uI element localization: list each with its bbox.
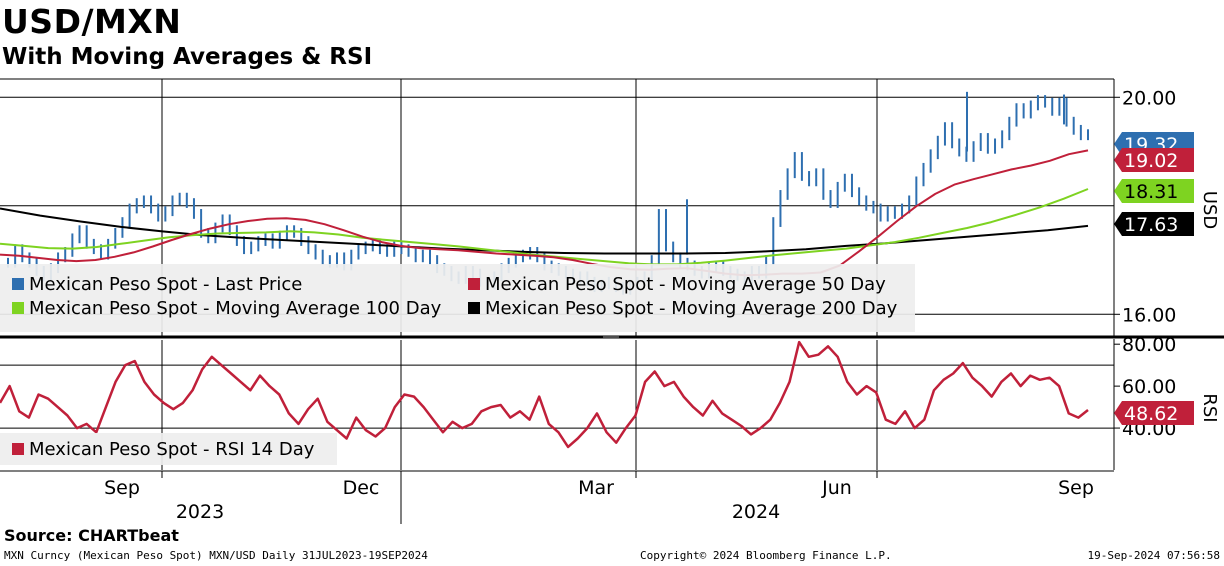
x-tick-month-label: Sep (1058, 477, 1094, 499)
legend-entry-label: Mexican Peso Spot - Moving Average 50 Da… (485, 274, 886, 295)
x-tick-month-label: Mar (578, 477, 614, 499)
footer-timestamp: 19-Sep-2024 07:56:58 (1087, 549, 1220, 562)
price-last-value-tag-bg (1114, 212, 1194, 236)
chart-subtitle: With Moving Averages & RSI (2, 44, 373, 70)
legend-entry-label: Mexican Peso Spot - RSI 14 Day (29, 439, 315, 460)
legend-swatch (468, 278, 480, 290)
x-year-label: 2024 (732, 501, 780, 523)
rsi-legend: Mexican Peso Spot - RSI 14 Day (0, 433, 337, 465)
legend-swatch (12, 443, 24, 455)
price-last-value-tag-text: 18.31 (1124, 181, 1178, 203)
price-last-value-tag-text: 19.02 (1124, 150, 1178, 172)
x-tick-month-label: Dec (343, 477, 380, 499)
price-last-value-tag-text: 17.63 (1124, 214, 1178, 236)
legend-entry-label: Mexican Peso Spot - Moving Average 200 D… (485, 298, 898, 319)
x-tick-month-label: Sep (104, 477, 140, 499)
price-last-value-tag: 19.02 (1114, 148, 1194, 172)
rsi-last-value-tag-text: 48.62 (1124, 403, 1178, 425)
legend-entry-label: Mexican Peso Spot - Moving Average 100 D… (29, 298, 442, 319)
x-tick-month-label: Jun (821, 477, 852, 499)
legend-swatch (12, 302, 24, 314)
source-note: Source: CHARTbeat (4, 526, 179, 545)
rsi-ytick-label: 80.00 (1122, 334, 1176, 356)
rsi-last-value-label: 48.62 (1114, 401, 1194, 425)
rsi-last-value-tag-bg (1114, 401, 1194, 425)
rsi-ytick-label: 60.00 (1122, 376, 1176, 398)
price-legend-bg (0, 264, 915, 332)
legend-swatch (468, 302, 480, 314)
chart-title: USD/MXN (2, 2, 182, 41)
rsi-y-axis-label: RSI (1199, 393, 1220, 422)
price-last-value-tag: 17.63 (1114, 212, 1194, 236)
rsi-14-day-line (0, 340, 1089, 449)
x-axis: Sep Dec Mar Jun Sep 2023 2024 (104, 471, 1094, 524)
price-legend: Mexican Peso Spot - Last Price Mexican Pe… (0, 264, 915, 332)
price-ytick-label: 20.00 (1122, 87, 1176, 109)
price-ytick-label: 16.00 (1122, 304, 1176, 326)
rsi-legend-bg (0, 433, 337, 465)
legend-entry-label: Mexican Peso Spot - Last Price (29, 274, 302, 295)
ma-200-day-line (0, 207, 1089, 255)
footer-security-info: MXN Curncy (Mexican Peso Spot) MXN/USD D… (4, 549, 428, 562)
price-y-axis-label: USD (1199, 191, 1220, 229)
price-last-value-tag: 18.31 (1114, 179, 1194, 203)
x-year-label: 2023 (176, 501, 224, 523)
price-last-value-tag-bg (1114, 179, 1194, 203)
rsi-gridlines (0, 364, 1114, 429)
legend-swatch (12, 278, 24, 290)
price-last-value-tag-bg (1114, 148, 1194, 172)
ma-50-day-line (0, 149, 1089, 277)
price-y-axis-ticks: 20.00 16.00 (1114, 87, 1176, 326)
footer-copyright: Copyright© 2024 Bloomberg Finance L.P. (640, 549, 892, 562)
moving-average-lines (0, 149, 1089, 277)
